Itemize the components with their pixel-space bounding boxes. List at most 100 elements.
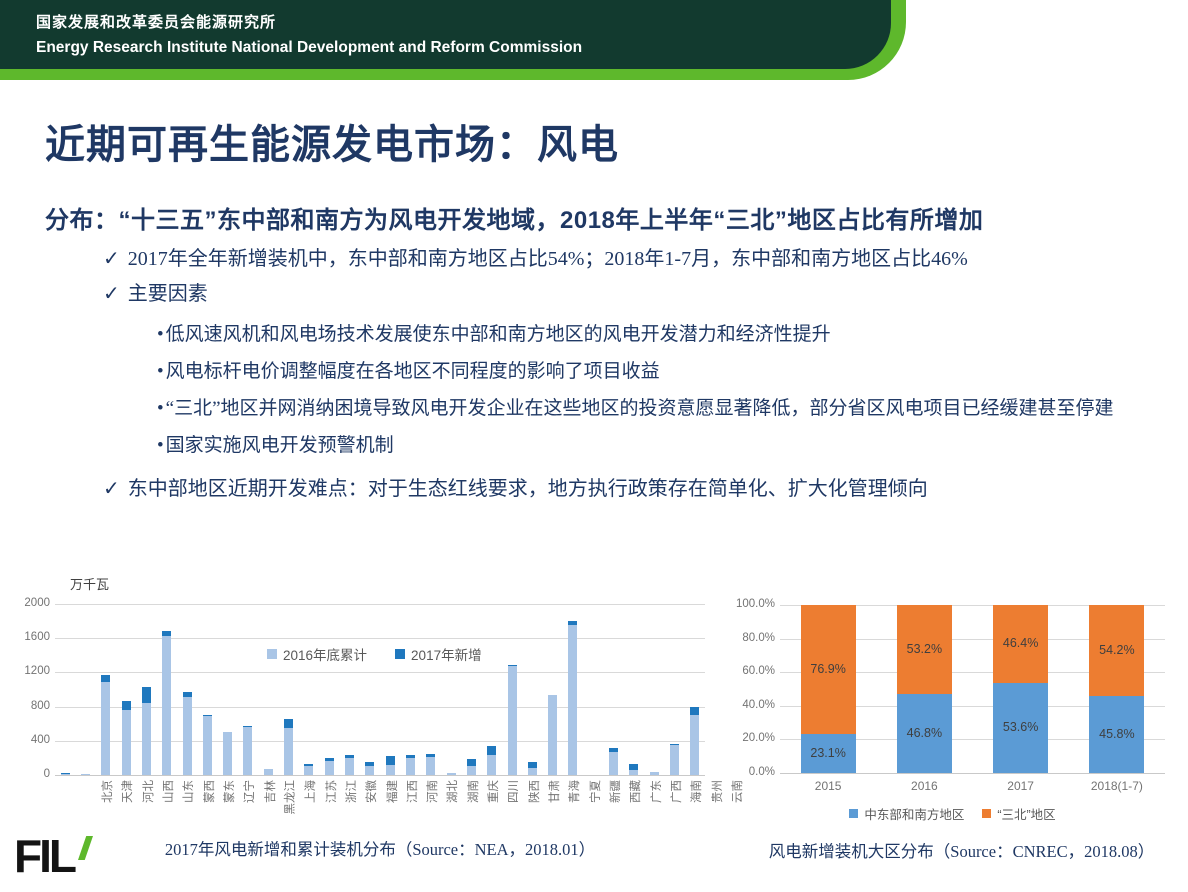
bar-2016 — [548, 695, 558, 775]
bar-2016 — [202, 716, 212, 775]
bar-2016 — [284, 728, 294, 775]
bar-2017 — [609, 748, 619, 752]
data-label: 46.8% — [906, 725, 943, 740]
data-label: 53.6% — [1002, 719, 1039, 734]
bar-2017 — [60, 773, 70, 774]
bar-2016 — [649, 772, 659, 775]
x-axis-label: 辽宁 — [244, 780, 257, 803]
x-axis-label: 2016 — [911, 779, 938, 793]
header-band: 国家发展和改革委员会能源研究所 Energy Research Institut… — [0, 0, 891, 69]
bar-2017 — [405, 755, 415, 758]
bar-2017 — [507, 665, 517, 666]
bar-2016 — [385, 765, 395, 775]
x-axis-label: 青海 — [569, 780, 582, 803]
bar-2017 — [162, 631, 172, 636]
legend-label: “三北”地区 — [997, 808, 1056, 822]
x-axis-label: 浙江 — [345, 780, 358, 803]
gridline — [780, 739, 1165, 741]
logo-green-tick-icon — [77, 836, 93, 860]
regional-share-chart: 风电新增装机大区分布（Source：CNREC，2018.08） 23.1% 76… — [735, 590, 1188, 880]
bullet-item: ✓ 主要因素 — [45, 281, 1188, 307]
bar-2016 — [568, 625, 578, 775]
data-label: 53.2% — [906, 641, 943, 656]
bullet-text: 国家实施风电开发预警机制 — [165, 435, 394, 456]
bar-2016 — [162, 636, 172, 775]
bullet-text: 东中部地区近期开发难点：对于生态红线要求，地方执行政策存在简单化、扩大化管理倾向 — [127, 478, 928, 500]
y-axis-tick: 40.0% — [742, 698, 775, 711]
bar-2016 — [487, 755, 497, 775]
y-axis-tick: 1200 — [24, 665, 50, 678]
y-axis-tick: 400 — [30, 733, 50, 746]
x-axis-label: 湖北 — [447, 780, 460, 803]
bar-2016 — [141, 703, 151, 775]
header: 国家发展和改革委员会能源研究所 Energy Research Institut… — [0, 0, 906, 80]
bar-2016 — [121, 710, 131, 775]
y-axis-tick: 2000 — [24, 597, 50, 609]
bar-2017 — [284, 719, 294, 728]
bullet-text: 主要因素 — [127, 283, 208, 305]
x-axis-label: 四川 — [508, 780, 521, 803]
x-axis-label: 蒙西 — [203, 780, 216, 803]
x-axis-label: 2017 — [1007, 779, 1034, 793]
bar-2016 — [345, 758, 355, 775]
y-axis-tick: 20.0% — [742, 732, 775, 745]
legend-item: 中东部和南方地区 — [849, 804, 964, 823]
bar-2017 — [324, 758, 334, 761]
y-axis-tick: 0 — [43, 768, 50, 780]
plot-area — [55, 604, 705, 776]
bar-three-north — [896, 605, 952, 695]
gridline — [55, 706, 705, 708]
bullet-item: • 风电标杆电价调整幅度在各地区不同程度的影响了项目收益 — [45, 359, 1188, 384]
bar-2017 — [385, 756, 395, 765]
x-axis-label: 宁夏 — [589, 780, 602, 803]
data-label: 45.8% — [1099, 726, 1135, 741]
bar-2016 — [182, 697, 192, 775]
x-axis-label: 安徽 — [366, 780, 379, 803]
x-axis-label: 甘肃 — [549, 780, 562, 803]
bullet-item: • 低风速风机和风电场技术发展使东中部和南方地区的风电开发潜力和经济性提升 — [45, 322, 1188, 347]
x-axis-label: 河南 — [427, 780, 440, 803]
y-axis-tick: 60.0% — [742, 665, 775, 678]
x-axis-label: 江西 — [406, 780, 419, 803]
bullet-marker: ✓ — [103, 478, 120, 500]
bar-2016 — [304, 766, 314, 775]
page-title: 近期可再生能源发电市场：风电 — [45, 123, 619, 167]
bar-2016 — [507, 666, 517, 775]
bullet-item: • 国家实施风电开发预警机制 — [45, 433, 1188, 458]
gridline — [780, 638, 1165, 640]
bar-2017 — [101, 675, 111, 682]
bar-2016 — [223, 732, 233, 775]
bar-south-east — [1089, 696, 1145, 773]
logo-text: FIL — [14, 830, 77, 882]
data-label: 23.1% — [810, 745, 846, 760]
y-axis-tick: 80.0% — [742, 631, 775, 644]
y-axis-tick: 0.0% — [748, 766, 775, 778]
bullet-marker: ✓ — [103, 283, 120, 305]
bar-2017 — [121, 701, 131, 710]
x-axis-label: 河北 — [142, 780, 155, 803]
bar-2017 — [568, 621, 578, 625]
eri-logo: FIL — [14, 830, 93, 882]
bar-2016 — [466, 766, 476, 775]
bullet-list: ✓ 2017年全年新增装机中，东中部和南方地区占比54%；2018年1-7月，东中… — [45, 246, 1188, 511]
bar-2017 — [345, 755, 355, 758]
chart-legend: 2016年底累计 2017年新增 — [267, 644, 510, 664]
bar-2017 — [487, 746, 497, 755]
x-axis-label: 广西 — [670, 780, 683, 803]
x-axis-label: 天津 — [122, 780, 135, 803]
bullet-text: 2017年全年新增装机中，东中部和南方地区占比54%；2018年1-7月，东中部… — [127, 248, 968, 270]
org-name-cn: 国家发展和改革委员会能源研究所 — [36, 14, 277, 31]
legend-swatch — [982, 809, 992, 818]
bar-2016 — [446, 773, 456, 775]
bar-2017 — [629, 764, 639, 770]
bar-2016 — [80, 774, 90, 775]
x-axis-label: 重庆 — [488, 780, 501, 803]
bullet-marker: • — [157, 324, 164, 345]
bar-2016 — [365, 766, 375, 775]
bar-2016 — [629, 770, 639, 775]
x-axis-label: 福建 — [386, 780, 399, 803]
chart-caption: 2017年风电新增和累计装机分布（Source：NEA，2018.01） — [164, 840, 596, 859]
gridline — [55, 604, 705, 605]
legend-item: 2016年底累计 — [267, 644, 367, 664]
